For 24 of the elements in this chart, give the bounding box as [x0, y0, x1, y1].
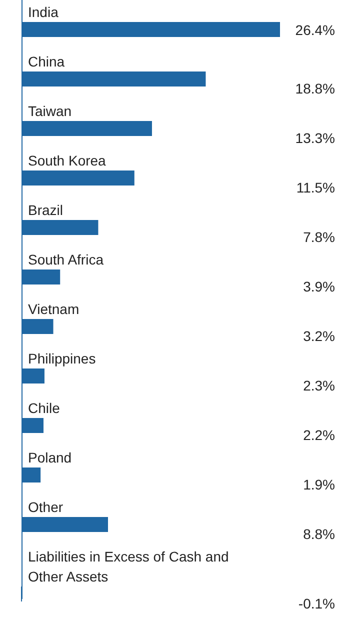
- data-label: -0.1%: [298, 596, 335, 612]
- y-tick-label: Chile: [28, 400, 60, 416]
- y-tick-label: India: [28, 4, 59, 20]
- data-label: 13.3%: [295, 130, 335, 146]
- data-label: 11.5%: [296, 180, 335, 196]
- data-label: 18.8%: [295, 80, 335, 96]
- y-tick-label: China: [28, 54, 65, 70]
- y-tick-label: Vietnam: [28, 301, 80, 317]
- y-tick-label: Liabilities in Excess of Cash and Other Assets: [28, 548, 229, 584]
- data-label: 26.4%: [295, 22, 335, 38]
- data-label: 8.8%: [303, 526, 335, 542]
- y-tick-label: Poland: [28, 450, 72, 466]
- y-tick-label: Other: [28, 499, 64, 515]
- y-tick-label: Taiwan: [28, 103, 72, 119]
- y-tick-label: South Korea: [28, 152, 106, 168]
- y-tick-label: Brazil: [28, 202, 64, 218]
- data-label: 7.8%: [303, 229, 335, 245]
- y-tick-label: South Africa: [28, 252, 104, 268]
- data-label: 3.9%: [303, 278, 335, 294]
- y-tick-label: Philippines: [28, 350, 96, 366]
- data-label: 2.3%: [303, 378, 335, 394]
- data-label: 3.2%: [303, 328, 335, 344]
- data-label: 2.2%: [303, 427, 335, 443]
- data-label: 1.9%: [303, 476, 335, 492]
